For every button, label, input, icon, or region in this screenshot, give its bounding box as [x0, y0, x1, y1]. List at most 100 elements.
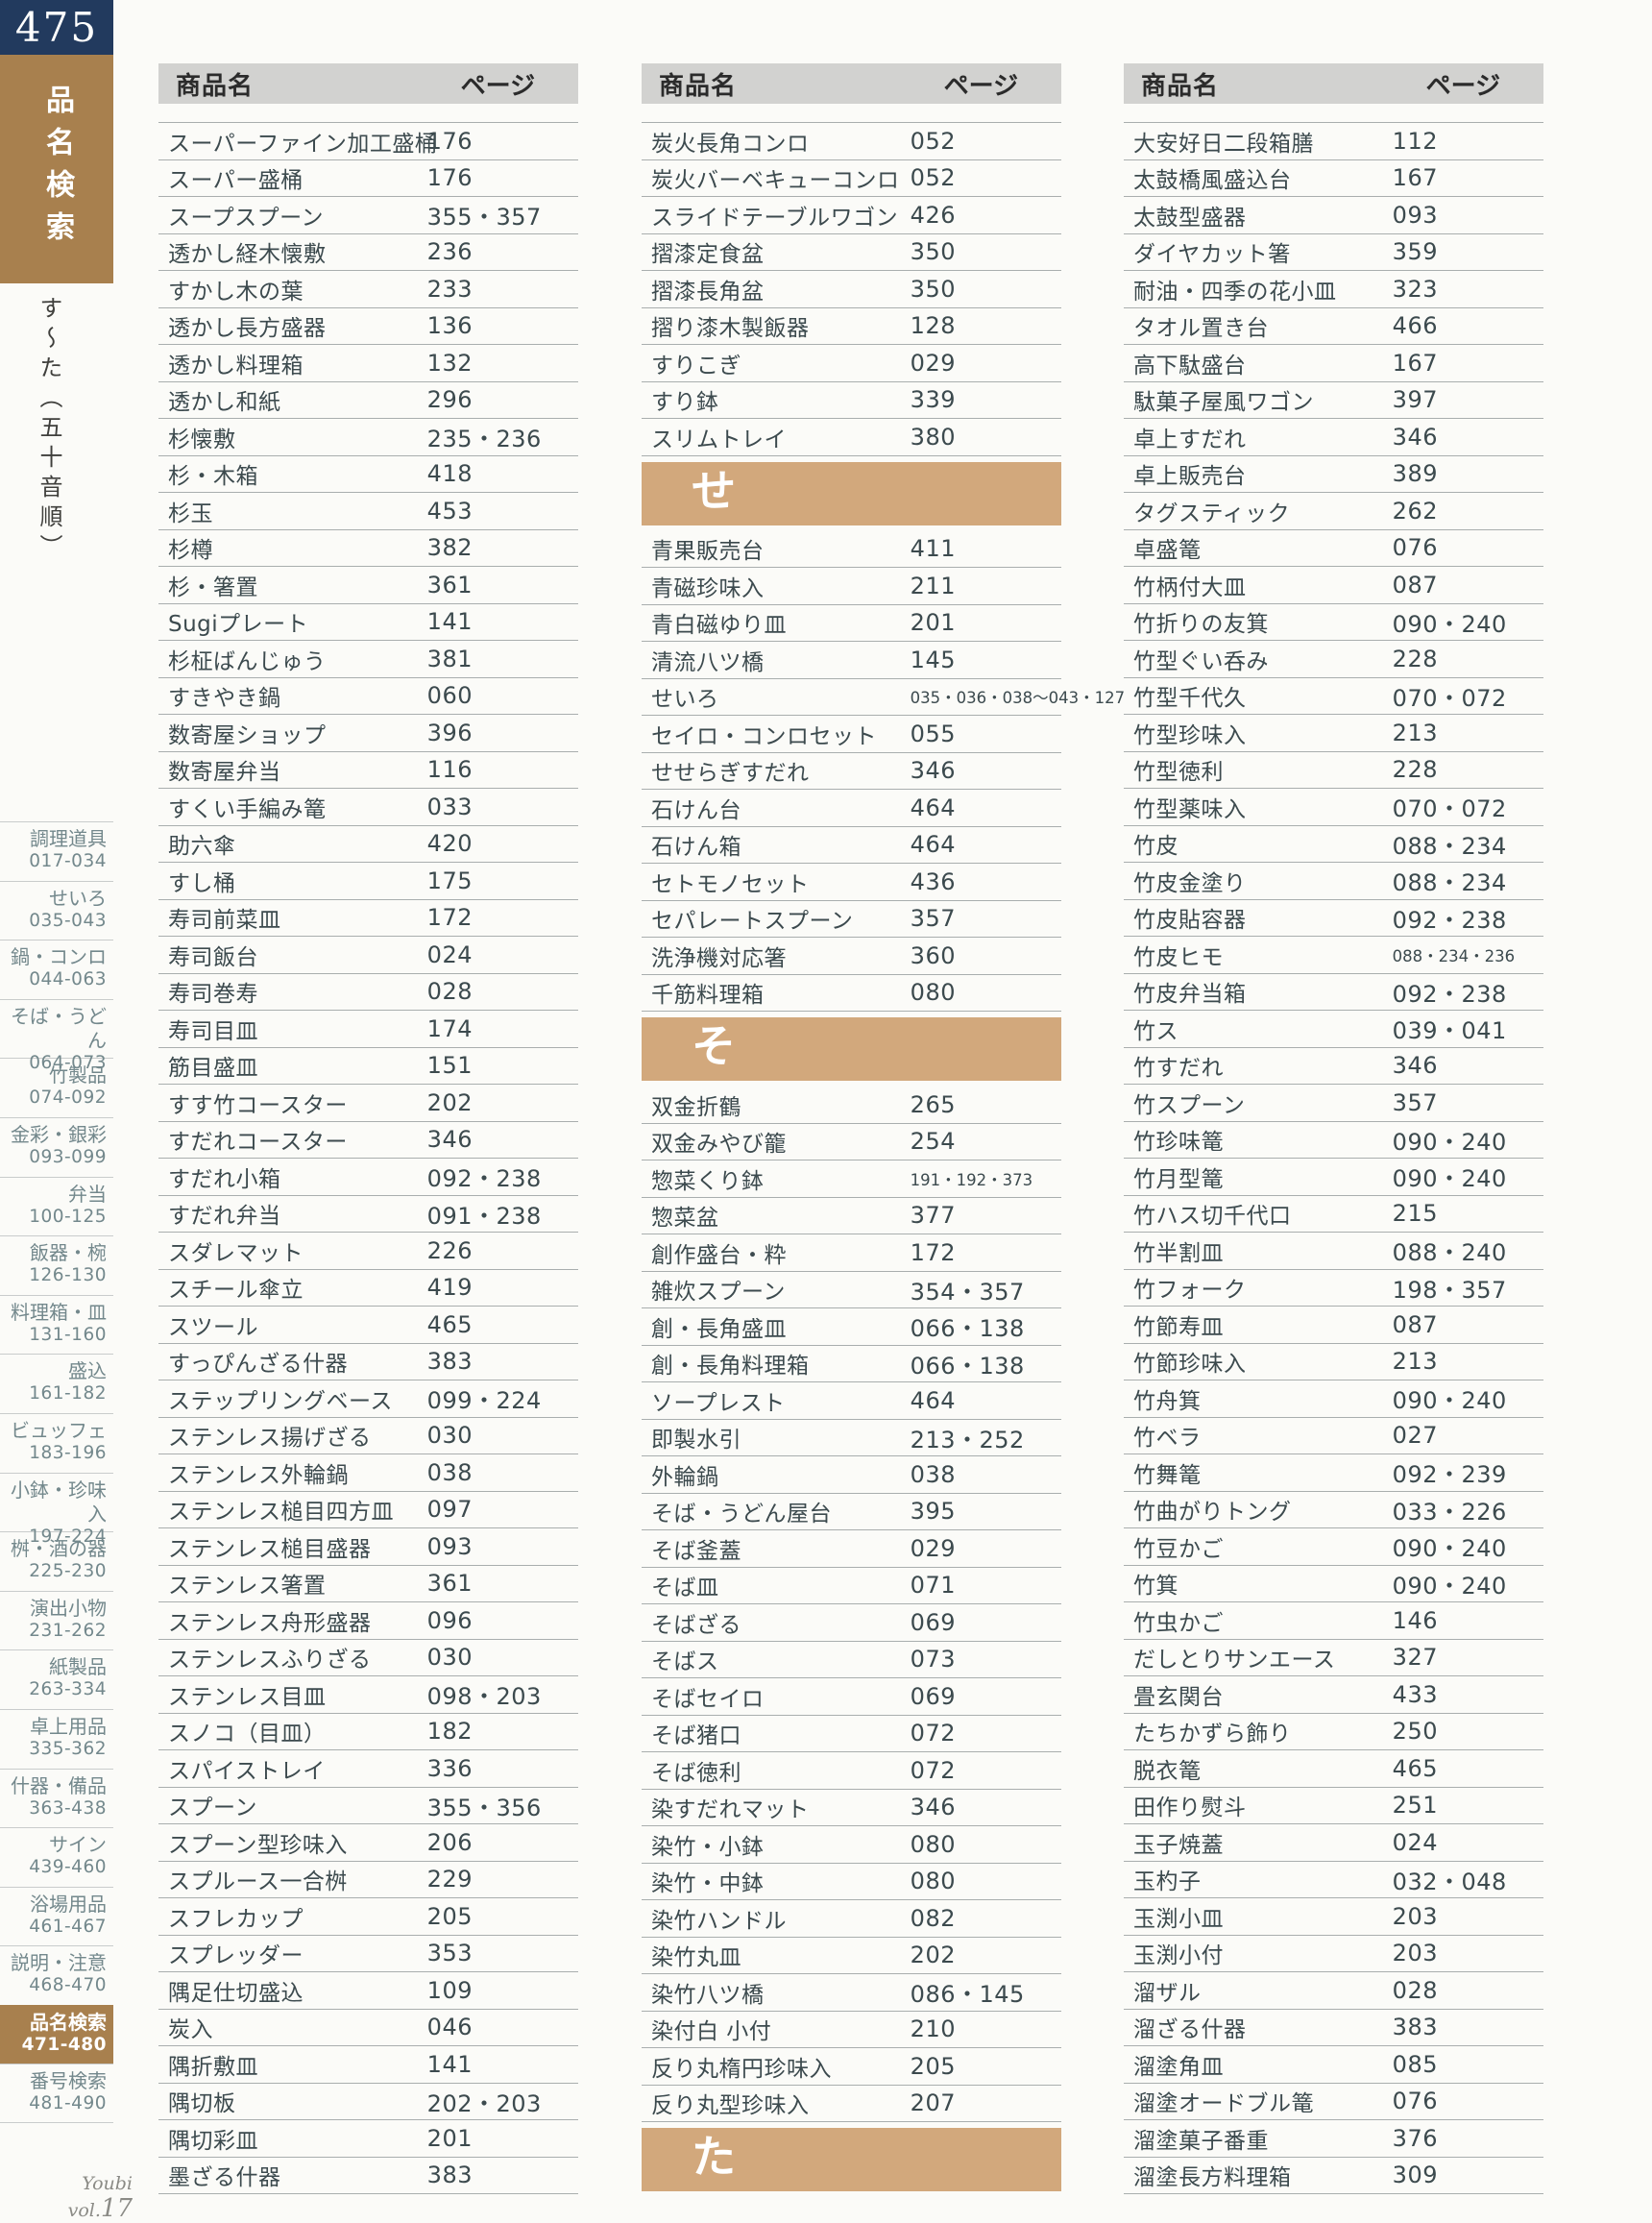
product-name: 卓上すだれ [1133, 427, 1247, 452]
page-reference: 132 [426, 349, 473, 377]
page-reference: 354・357 [910, 1278, 1025, 1306]
index-row: 玉渕小皿 203 [1124, 1898, 1543, 1936]
index-row: そばざる 069 [642, 1604, 1061, 1642]
page-reference: 420 [426, 830, 473, 858]
product-name: ステンレス目皿 [168, 1684, 327, 1710]
page-reference: 397 [1392, 386, 1438, 414]
category-label: 料理箱・皿 [11, 1300, 107, 1324]
product-name: 竹折りの友箕 [1133, 612, 1269, 638]
product-name: 玉渕小皿 [1133, 1906, 1224, 1932]
index-row: スフレカップ 205 [158, 1898, 578, 1936]
page-reference: 029 [910, 349, 956, 377]
index-row: 石けん箱 464 [642, 827, 1061, 864]
index-row: 竹箕 090・240 [1124, 1566, 1543, 1602]
product-name: そば皿 [651, 1576, 719, 1601]
index-row: 染すだれマット 346 [642, 1790, 1061, 1826]
product-name: 数寄屋弁当 [168, 760, 281, 786]
product-name: 竹皮弁当箱 [1133, 982, 1247, 1008]
page-reference: 032・048 [1392, 1868, 1507, 1895]
product-name: 染竹ハンドル [651, 1908, 787, 1934]
index-title: 品名検索 [40, 85, 74, 254]
category-nav-item: 紙製品 263-334 [0, 1649, 113, 1709]
page-reference: 029 [910, 1534, 956, 1562]
index-row: すり鉢 339 [642, 382, 1061, 419]
page-reference: 151 [426, 1052, 473, 1080]
kana-section-band: た [642, 2128, 1061, 2191]
index-row: 竹舟箕 090・240 [1124, 1380, 1543, 1418]
product-name: 惣菜くり鉢 [651, 1168, 765, 1194]
page-reference: 213 [1392, 1348, 1438, 1376]
category-label: 演出小物 [30, 1596, 107, 1620]
index-row: 助六傘 420 [158, 826, 578, 863]
page-reference: 091・238 [426, 1202, 542, 1230]
product-name: 石けん台 [651, 797, 741, 823]
page-reference: 087 [1392, 1310, 1438, 1338]
page-reference: 346 [1392, 1052, 1438, 1080]
index-row: 竹半割皿 088・240 [1124, 1233, 1543, 1270]
product-name: 杉・箸置 [168, 574, 258, 600]
page-reference: 052 [910, 164, 956, 192]
product-name: 双金みやび籠 [651, 1132, 787, 1158]
product-name: 隅足仕切盛込 [168, 1980, 304, 2006]
product-name: すだれ小箱 [168, 1166, 281, 1192]
index-row: 卓盛篭 076 [1124, 530, 1543, 567]
page-reference: 092・238 [1392, 906, 1507, 934]
page-reference: 046 [426, 2014, 473, 2041]
page-reference: 464 [910, 794, 956, 821]
index-row: 竹皮弁当箱 092・238 [1124, 974, 1543, 1011]
product-name: スフレカップ [168, 1906, 304, 1932]
category-page-range: 439-460 [29, 1857, 107, 1878]
index-row: そば徳利 072 [642, 1752, 1061, 1790]
page-reference: 175 [426, 867, 473, 894]
index-row: 脱衣篭 465 [1124, 1750, 1543, 1788]
product-name: すかし木の葉 [168, 279, 304, 305]
product-name: せせらぎすだれ [651, 761, 810, 787]
product-name: 竹型薬味入 [1133, 796, 1247, 822]
product-name-header: 商品名 [1141, 71, 1220, 101]
category-label: 浴場用品 [30, 1892, 107, 1916]
index-row: 畳玄関台 433 [1124, 1676, 1543, 1714]
product-name: スパイストレイ [168, 1758, 326, 1784]
product-name: ダイヤカット箸 [1133, 242, 1291, 268]
category-nav-item: 説明・注意 468-470 [0, 1945, 113, 2005]
page-reference: 145 [910, 646, 956, 673]
page-reference: 097 [426, 1496, 473, 1524]
index-row: 石けん台 464 [642, 790, 1061, 827]
index-row: そば猪口 072 [642, 1716, 1061, 1752]
index-row: 墨ざる什器 383 [158, 2158, 578, 2194]
product-name: ステンレスふりざる [168, 1648, 372, 1673]
category-page-range: 263-334 [29, 1679, 107, 1700]
product-name: 隅折敷皿 [168, 2054, 258, 2080]
index-row: 溜塗長方料理箱 309 [1124, 2158, 1543, 2194]
product-name: 竹舞篭 [1133, 1462, 1202, 1488]
category-page-range: 197-224 [29, 1526, 107, 1547]
table-rows: 大安好日二段箱膳 112 太鼓橋風盛込台 167 太鼓型盛器 093 ダイヤカット箸 359 耐… [1124, 122, 1543, 2194]
index-row: スリムトレイ 380 [642, 419, 1061, 456]
index-row: スプーン 355・356 [158, 1788, 578, 1824]
page-reference: 418 [426, 460, 473, 488]
page-reference: 167 [1392, 164, 1438, 192]
product-name: ステンレス槌目四方皿 [168, 1500, 394, 1526]
table-header: 商品名 ページ [158, 63, 578, 104]
index-row: 竹皮金塗り 088・234 [1124, 863, 1543, 900]
index-row: 耐油・四季の花小皿 323 [1124, 271, 1543, 308]
product-name: タグスティック [1133, 501, 1291, 526]
index-row: 染竹八ツ橋 086・145 [642, 1974, 1061, 2012]
page-reference: 228 [1392, 645, 1438, 672]
page-reference: 141 [426, 2050, 473, 2078]
category-page-range: 461-467 [29, 1916, 107, 1937]
index-row: 雑炊スプーン 354・357 [642, 1272, 1061, 1308]
product-name: 竹皮 [1133, 834, 1178, 860]
index-row: スーパー盛桶 176 [158, 160, 578, 197]
index-row: スノコ（目皿） 182 [158, 1714, 578, 1750]
page-reference: 350 [910, 275, 956, 303]
index-row: そば・うどん屋台 395 [642, 1494, 1061, 1530]
page-reference: 088・234・236 [1392, 946, 1516, 965]
page-reference: 465 [1392, 1754, 1438, 1782]
product-name: スダレマット [168, 1240, 304, 1266]
index-row: 炭入 046 [158, 2010, 578, 2046]
page-reference: 377 [910, 1202, 956, 1230]
product-name: 溜ざる什器 [1133, 2017, 1247, 2043]
product-name: すす竹コースター [168, 1092, 348, 1118]
